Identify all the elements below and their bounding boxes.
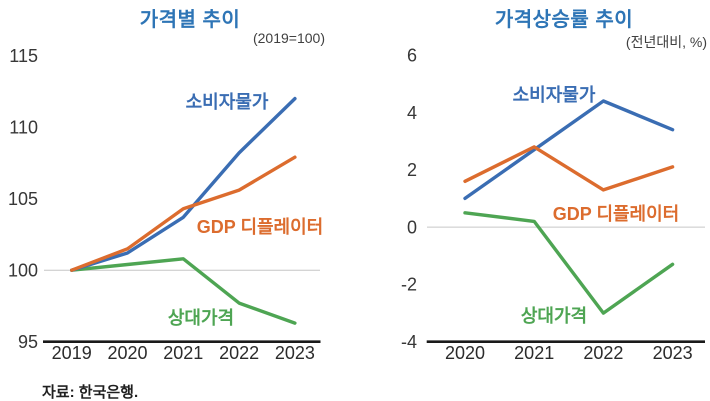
price-level-index-xtick-2019: 2019 xyxy=(52,343,92,363)
price-level-index-xtick-2020: 2020 xyxy=(107,343,147,363)
price-growth-rate-line-relative-price xyxy=(463,211,675,315)
right-series-label-relative-price: 상대가격 xyxy=(520,306,588,326)
price-level-index-ytick-110: 110 xyxy=(9,118,38,138)
left-series-label-cpi: 소비자물가 xyxy=(185,92,269,112)
source-note: 자료: 한국은행. xyxy=(42,384,139,401)
price-growth-rate-ytick-4: 4 xyxy=(407,103,417,123)
left-chart-title: 가격별 추이 xyxy=(139,9,241,31)
right-chart-title: 가격상승률 추이 xyxy=(494,9,634,31)
price-growth-rate-ytick--4: -4 xyxy=(401,332,417,352)
price-growth-rate-ytick-0: 0 xyxy=(407,217,417,237)
price-level-index-line-gdp-deflator xyxy=(69,155,297,272)
price-level-index-ytick-105: 105 xyxy=(8,189,38,209)
price-level-index-ytick-115: 115 xyxy=(9,46,38,66)
price-level-index-xtick-2021: 2021 xyxy=(163,343,203,363)
right-series-label-cpi: 소비자물가 xyxy=(512,85,596,105)
price-growth-rate-ytick--2: -2 xyxy=(401,275,417,295)
right-chart-subtitle: (전년대비, %) xyxy=(625,34,707,50)
left-series-label-gdp-deflator: GDP 디플레이터 xyxy=(196,217,324,237)
price-level-index-ytick-95: 95 xyxy=(18,332,38,352)
price-growth-rate-ytick-6: 6 xyxy=(407,46,417,66)
price-growth-rate-xtick-2020: 2020 xyxy=(445,343,485,363)
price-level-index-xtick-2022: 2022 xyxy=(219,343,259,363)
price-level-index-line-relative-price xyxy=(69,257,297,325)
left-series-label-relative-price: 상대가격 xyxy=(167,308,235,328)
left-chart-subtitle: (2019=100) xyxy=(252,30,325,46)
price-growth-rate-xtick-2021: 2021 xyxy=(514,343,554,363)
price-level-index-ytick-100: 100 xyxy=(8,261,38,281)
price-growth-rate-xtick-2023: 2023 xyxy=(653,343,693,363)
price-growth-rate-xtick-2022: 2022 xyxy=(583,343,623,363)
right-series-label-gdp-deflator: GDP 디플레이터 xyxy=(552,204,680,224)
price-level-index-xtick-2023: 2023 xyxy=(275,343,315,363)
price-growth-rate-line-gdp-deflator xyxy=(463,145,675,192)
price-growth-rate-ytick-2: 2 xyxy=(407,160,417,180)
price-level-index-line-cpi xyxy=(69,96,297,272)
price-growth-rate-line-cpi xyxy=(463,99,675,201)
